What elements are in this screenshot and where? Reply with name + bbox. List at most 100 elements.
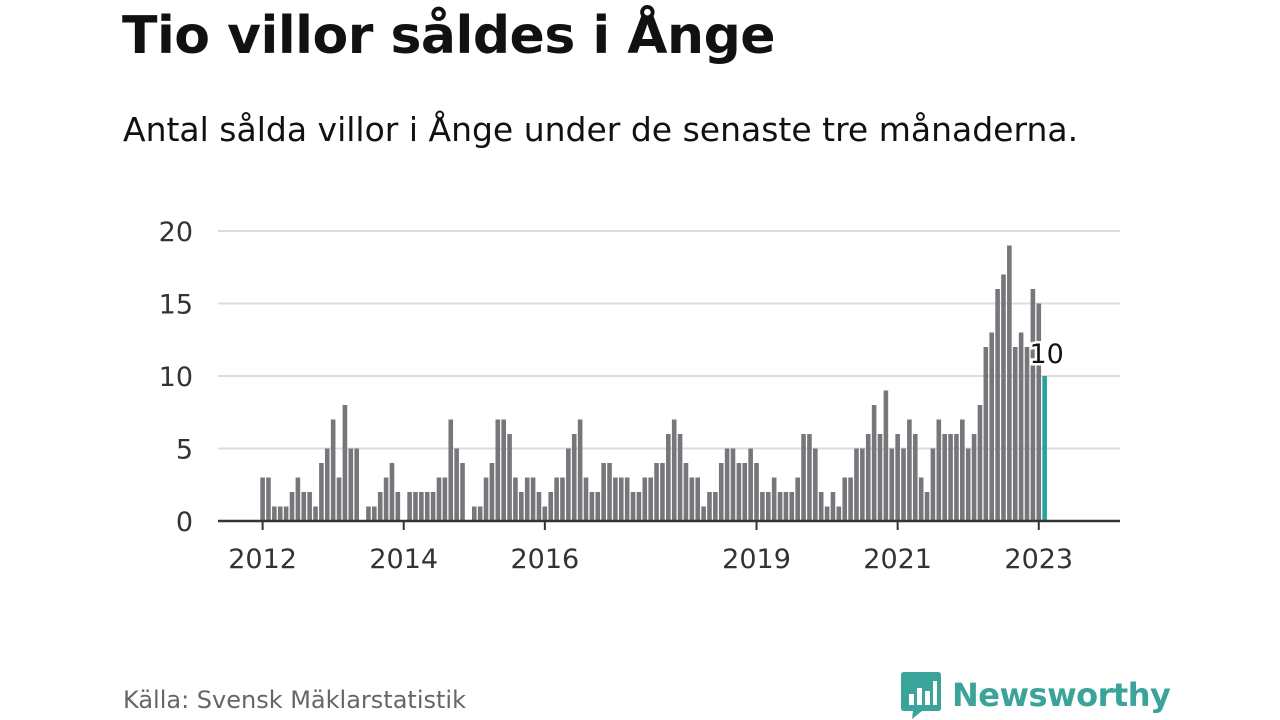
bar-highlight: [1042, 376, 1047, 521]
bar: [930, 448, 936, 521]
bar: [383, 477, 389, 521]
bar: [648, 477, 653, 521]
bar: [366, 506, 371, 521]
bar: [524, 477, 530, 521]
bar: [566, 448, 571, 521]
source-note: Källa: Svensk Mäklarstatistik: [123, 686, 466, 714]
bar: [489, 463, 495, 521]
bar: [477, 506, 483, 521]
bar: [589, 492, 595, 521]
bar: [912, 434, 918, 521]
bar: [1030, 289, 1036, 521]
bar: [642, 477, 648, 521]
brand-name: Newsworthy: [952, 676, 1171, 714]
bar: [372, 506, 377, 521]
bar: [454, 448, 459, 521]
chart-subtitle: Antal sålda villor i Ånge under de senas…: [123, 110, 1079, 149]
bar: [760, 492, 765, 521]
x-tick-label: 2012: [228, 544, 297, 575]
bar: [995, 289, 1000, 521]
bar: [977, 405, 983, 521]
bar: [377, 492, 383, 521]
bar: [907, 419, 912, 521]
bar: [307, 492, 312, 521]
bar: [860, 448, 865, 521]
bar: [595, 492, 601, 521]
bar: [877, 434, 883, 521]
bar: [501, 419, 506, 521]
bar: [419, 492, 424, 521]
bar: [865, 434, 871, 521]
bar: [342, 405, 348, 521]
bar: [830, 492, 836, 521]
bar: [677, 434, 683, 521]
bar: [542, 506, 548, 521]
chart-title: Tio villor såldes i Ånge: [122, 6, 776, 66]
y-tick-label: 10: [159, 362, 193, 393]
bar: [313, 506, 318, 521]
bar: [748, 448, 753, 521]
bar-chart: 0 5 10 15 20 2012 2014 2016 2019 2021 2023 10: [159, 217, 1120, 575]
bar: [513, 477, 518, 521]
bar: [889, 448, 895, 521]
bar: [701, 506, 706, 521]
bar: [483, 477, 489, 521]
bar: [330, 419, 336, 521]
bar: [730, 448, 736, 521]
bar: [1024, 347, 1030, 521]
bar: [260, 477, 265, 521]
bar: [713, 492, 718, 521]
bar: [324, 448, 330, 521]
bar: [801, 434, 806, 521]
bar: [836, 506, 842, 521]
bar: [607, 463, 612, 521]
bar: [671, 419, 677, 521]
bar: [654, 463, 659, 521]
bar: [848, 477, 853, 521]
bar: [530, 477, 536, 521]
bar: [295, 477, 301, 521]
newsworthy-logo-icon: [901, 672, 941, 719]
bar: [724, 448, 730, 521]
brand-logo[interactable]: Newsworthy: [900, 670, 1171, 720]
bar: [954, 434, 959, 521]
bar: [289, 492, 295, 521]
x-tick-label: 2016: [510, 544, 579, 575]
bar: [765, 492, 771, 521]
bar: [636, 492, 642, 521]
labels: 0 5 10 15 20 2012 2014 2016 2019 2021 2023 10: [159, 217, 1073, 575]
bars: [260, 245, 1047, 521]
axes: [218, 519, 1120, 530]
bar: [1007, 245, 1012, 521]
bar: [960, 419, 965, 521]
bar: [577, 419, 583, 521]
bar: [824, 506, 830, 521]
bar: [389, 463, 395, 521]
bar: [1001, 274, 1006, 521]
bar: [407, 492, 412, 521]
bar: [742, 463, 748, 521]
bar: [695, 477, 701, 521]
bar: [1036, 303, 1042, 521]
bar: [789, 492, 795, 521]
bar: [842, 477, 848, 521]
bar: [554, 477, 559, 521]
bar: [495, 419, 501, 521]
x-tick-label: 2023: [1004, 544, 1073, 575]
highlight-value-label: 10: [1029, 339, 1063, 370]
bar: [777, 492, 783, 521]
bar: [936, 419, 942, 521]
bar: [272, 506, 277, 521]
bar: [983, 347, 989, 521]
bar: [754, 463, 759, 521]
x-tick-label: 2014: [369, 544, 438, 575]
bar: [507, 434, 512, 521]
bar: [924, 492, 930, 521]
bar: [854, 448, 859, 521]
bar: [560, 477, 565, 521]
bar: [536, 492, 542, 521]
y-tick-label: 0: [176, 507, 193, 538]
bar: [277, 506, 283, 521]
bar: [883, 390, 889, 521]
bar: [965, 448, 971, 521]
